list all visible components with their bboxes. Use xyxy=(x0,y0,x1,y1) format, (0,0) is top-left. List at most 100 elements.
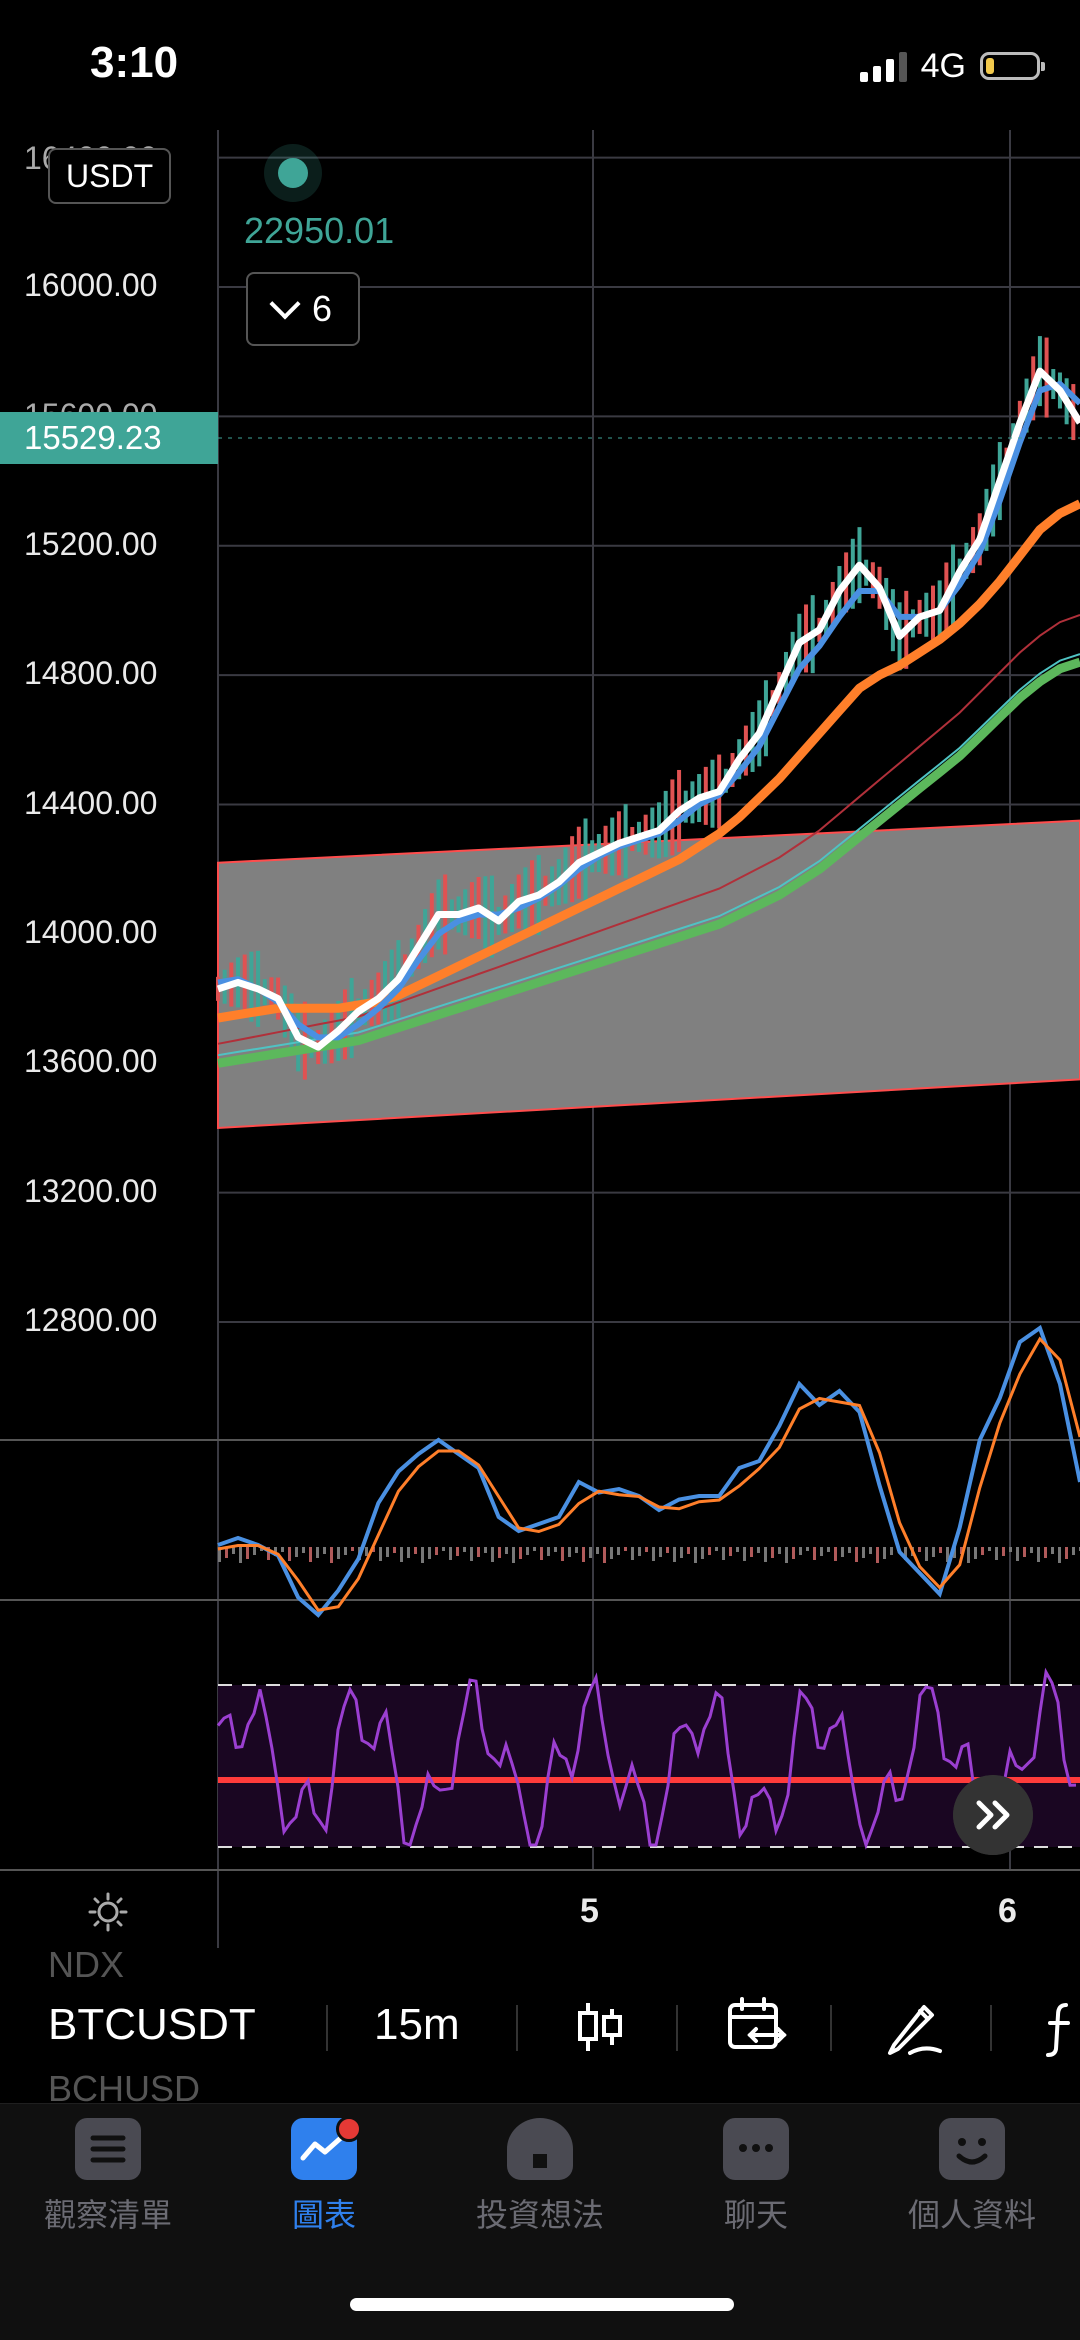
macd-histogram-bar xyxy=(505,1547,508,1554)
scroll-to-latest-button[interactable] xyxy=(953,1775,1033,1855)
macd-histogram-bar xyxy=(729,1547,732,1556)
macd-histogram-bar xyxy=(442,1547,445,1551)
macd-histogram-bar xyxy=(939,1547,942,1553)
macd-histogram-bar xyxy=(547,1547,550,1556)
macd-histogram-bar xyxy=(764,1547,767,1562)
macd-histogram-bar xyxy=(673,1547,676,1562)
macd-histogram-bar xyxy=(1065,1547,1068,1559)
tab-label: 觀察清單 xyxy=(43,2197,172,2233)
macd-histogram-bar xyxy=(806,1547,809,1551)
macd-histogram-bar xyxy=(834,1547,837,1561)
macd-histogram-bar xyxy=(603,1547,606,1563)
tab-chart[interactable]: 圖表 xyxy=(224,2118,424,2236)
macd-histogram-bar xyxy=(631,1547,634,1560)
signal-icon xyxy=(859,50,907,82)
macd-histogram-bar xyxy=(470,1547,473,1561)
macd-histogram-bar xyxy=(246,1547,249,1559)
macd-histogram-bar xyxy=(435,1547,438,1555)
macd-histogram-bar xyxy=(337,1547,340,1559)
macd-histogram-bar xyxy=(519,1547,522,1559)
macd-histogram-bar xyxy=(372,1547,375,1552)
price-axis-label: 16000.00 xyxy=(24,267,158,303)
symbol-selector[interactable]: BTCUSDT xyxy=(48,2000,256,2049)
tab-label: 聊天 xyxy=(723,2197,788,2233)
macd-histogram-bar xyxy=(589,1547,592,1558)
macd-histogram-bar xyxy=(1030,1547,1033,1553)
macd-histogram-bar xyxy=(1037,1547,1040,1562)
macd-histogram-bar xyxy=(484,1547,487,1553)
macd-histogram-bar xyxy=(701,1547,704,1559)
tab-chat[interactable]: 聊天 xyxy=(656,2118,856,2236)
macd-histogram-bar xyxy=(456,1547,459,1556)
macd-line xyxy=(217,1324,1080,1618)
macd-histogram-bar xyxy=(1051,1547,1054,1554)
status-indicators: 4G xyxy=(859,44,1045,88)
indicators-toggle-button[interactable]: 6 xyxy=(246,272,360,346)
macd-histogram-bar xyxy=(771,1547,774,1558)
macd-histogram-bar xyxy=(708,1547,711,1555)
price-chart[interactable] xyxy=(0,125,1080,1950)
macd-histogram-bar xyxy=(449,1547,452,1560)
rsi-line xyxy=(216,1667,1077,1850)
tab-ideas[interactable]: 投資想法 xyxy=(440,2118,640,2236)
macd-histogram-bar xyxy=(568,1547,571,1557)
macd-histogram-bar xyxy=(533,1547,536,1551)
symbol-picker-prev[interactable]: NDX xyxy=(48,1944,125,1985)
macd-histogram-bar xyxy=(652,1547,655,1561)
macd-histogram-bar xyxy=(988,1547,991,1551)
macd-histogram-bar xyxy=(351,1547,354,1551)
tab-profile[interactable]: 個人資料 xyxy=(872,2118,1072,2236)
macd-histogram-bar xyxy=(386,1547,389,1557)
date-range-icon[interactable] xyxy=(724,1995,788,2059)
macd-histogram-bar xyxy=(638,1547,641,1556)
macd-histogram-bar xyxy=(253,1547,256,1555)
macd-histogram-bar xyxy=(267,1547,270,1560)
macd-histogram-bar xyxy=(855,1547,858,1562)
series-line-thin-red xyxy=(217,614,1080,1045)
macd-histogram-bar xyxy=(1058,1547,1061,1563)
notification-dot xyxy=(336,2116,362,2142)
list-icon xyxy=(75,2118,141,2180)
macd-histogram-bar xyxy=(428,1547,431,1559)
macd-histogram-bar xyxy=(379,1547,382,1561)
macd-histogram-bar xyxy=(680,1547,683,1558)
macd-histogram-bar xyxy=(743,1547,746,1561)
macd-histogram-bar xyxy=(848,1547,851,1553)
settings-sun-icon[interactable] xyxy=(88,1892,128,1932)
lightbulb-icon xyxy=(507,2118,573,2180)
series-line-ema-slow xyxy=(217,657,1080,1068)
macd-histogram-bar xyxy=(862,1547,865,1558)
macd-histogram-bar xyxy=(1016,1547,1019,1561)
macd-histogram-bar xyxy=(302,1547,305,1553)
macd-histogram-bar xyxy=(330,1547,333,1563)
indicators-fx-icon[interactable] xyxy=(1040,1995,1080,2059)
currency-button[interactable]: USDT xyxy=(48,148,172,204)
macd-histogram-bar xyxy=(960,1547,963,1554)
macd-histogram-bar xyxy=(820,1547,823,1556)
macd-histogram-bar xyxy=(876,1547,879,1563)
indicator-count: 6 xyxy=(311,288,333,329)
macd-histogram-bar xyxy=(890,1547,893,1555)
macd-histogram-bar xyxy=(883,1547,886,1559)
macd-histogram-bar xyxy=(981,1547,984,1555)
macd-histogram-bar xyxy=(974,1547,977,1559)
macd-histogram-bar xyxy=(736,1547,739,1552)
symbol-picker-next[interactable]: BCHUSD xyxy=(48,2068,201,2109)
macd-histogram-bar xyxy=(785,1547,788,1563)
macd-histogram-bar xyxy=(757,1547,760,1553)
macd-histogram-bar xyxy=(393,1547,396,1553)
macd-signal-line xyxy=(217,1336,1080,1612)
macd-histogram-bar xyxy=(694,1547,697,1563)
macd-histogram-bar xyxy=(540,1547,543,1560)
macd-histogram-bar xyxy=(232,1547,235,1554)
macd-histogram-bar xyxy=(239,1547,242,1563)
macd-histogram-bar xyxy=(946,1547,949,1562)
tab-watchlist[interactable]: 觀察清單 xyxy=(8,2118,208,2236)
macd-histogram-bar xyxy=(610,1547,613,1559)
macd-histogram-bar xyxy=(512,1547,515,1563)
drawing-pen-icon[interactable] xyxy=(880,1995,944,2059)
series-line-price xyxy=(216,367,1080,1051)
interval-selector[interactable]: 15m xyxy=(374,2000,460,2049)
candle-type-icon[interactable] xyxy=(568,1995,632,2059)
price-axis-label: 14800.00 xyxy=(24,655,158,692)
